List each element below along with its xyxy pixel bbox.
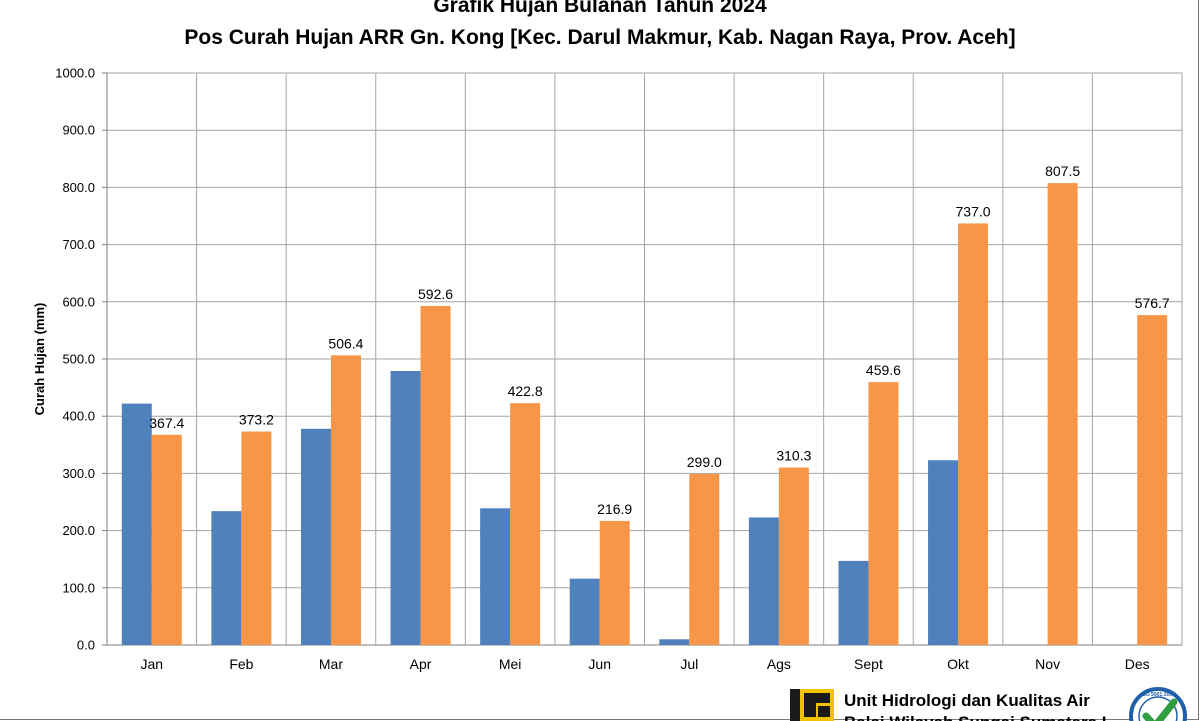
data-label: 459.6 [866,362,901,378]
y-tick-label: 100.0 [62,580,95,595]
y-tick-label: 300.0 [62,466,95,481]
x-tick-label: Sept [854,656,883,672]
bar [599,520,630,645]
bar [121,403,152,645]
x-tick-label: Jan [141,656,164,672]
bar [1137,315,1168,645]
y-tick-label: 1000.0 [55,66,95,81]
bar [868,382,899,645]
bar [748,517,779,645]
x-tick-label: Jun [588,656,611,672]
x-tick-label: Feb [229,656,253,672]
bar [420,306,451,645]
y-tick-label: 800.0 [62,180,95,195]
bar [480,508,511,645]
bar [241,431,272,645]
data-label: 592.6 [418,286,453,302]
footer: Unit Hidrologi dan Kualitas Air Balai Wi… [790,686,1200,721]
y-tick-label: 600.0 [62,294,95,309]
bar [838,560,869,645]
bar [569,578,600,645]
bar [330,355,361,645]
bar [151,434,182,645]
bar [659,639,690,645]
bar [1047,183,1078,646]
data-label: 506.4 [328,335,363,351]
bar [928,460,959,645]
org-name-line1: Unit Hidrologi dan Kualitas Air [844,691,1090,710]
bar [510,403,541,645]
data-label: 299.0 [687,454,722,470]
x-tick-label: Jul [680,656,698,672]
x-tick-label: Des [1125,656,1150,672]
bar [689,473,720,645]
bar-chart: 0.0 100.0 200.0 300.0 400.0 500.0 600.0 700.0 80… [32,66,1183,672]
y-tick-label: 400.0 [62,409,95,424]
x-tick-label: Mei [499,656,522,672]
x-tick-label: Apr [410,656,432,672]
org-name-line2: Balai Wilayah Sungai Sumatera I [844,713,1107,721]
y-tick-label: 200.0 [62,523,95,538]
data-label: 807.5 [1045,163,1080,179]
x-tick-label: Ags [767,656,791,672]
bar [778,467,809,645]
bar [390,371,421,645]
x-tick-label: Nov [1035,656,1060,672]
data-label: 373.2 [239,412,274,428]
chart-title: Grafik Hujan Bulanan Tahun 2024 [433,0,767,17]
y-tick-label: 500.0 [62,352,95,367]
pupr-logo-icon [790,689,834,721]
data-label: 216.9 [597,501,632,517]
x-tick-label: Okt [947,656,969,672]
data-label: 737.0 [956,203,991,219]
bar [958,223,989,645]
y-tick-label: 900.0 [62,123,95,138]
data-label: 576.7 [1135,295,1170,311]
x-tick-label: Mar [319,656,343,672]
chart-subtitle: Pos Curah Hujan ARR Gn. Kong [Kec. Darul… [184,26,1016,49]
y-tick-label: 700.0 [62,237,95,252]
y-axis-label: Curah Hujan (mm) [32,303,47,416]
data-label: 422.8 [508,383,543,399]
data-label: 310.3 [776,448,811,464]
data-label: 367.4 [149,415,184,431]
y-tick-label: 0.0 [77,638,95,653]
iso-text: ISO 9001:2008 [1141,692,1175,698]
bar [211,511,242,645]
iso-certification-icon: ISO 9001:2008 [1129,687,1187,721]
bar [300,428,331,645]
